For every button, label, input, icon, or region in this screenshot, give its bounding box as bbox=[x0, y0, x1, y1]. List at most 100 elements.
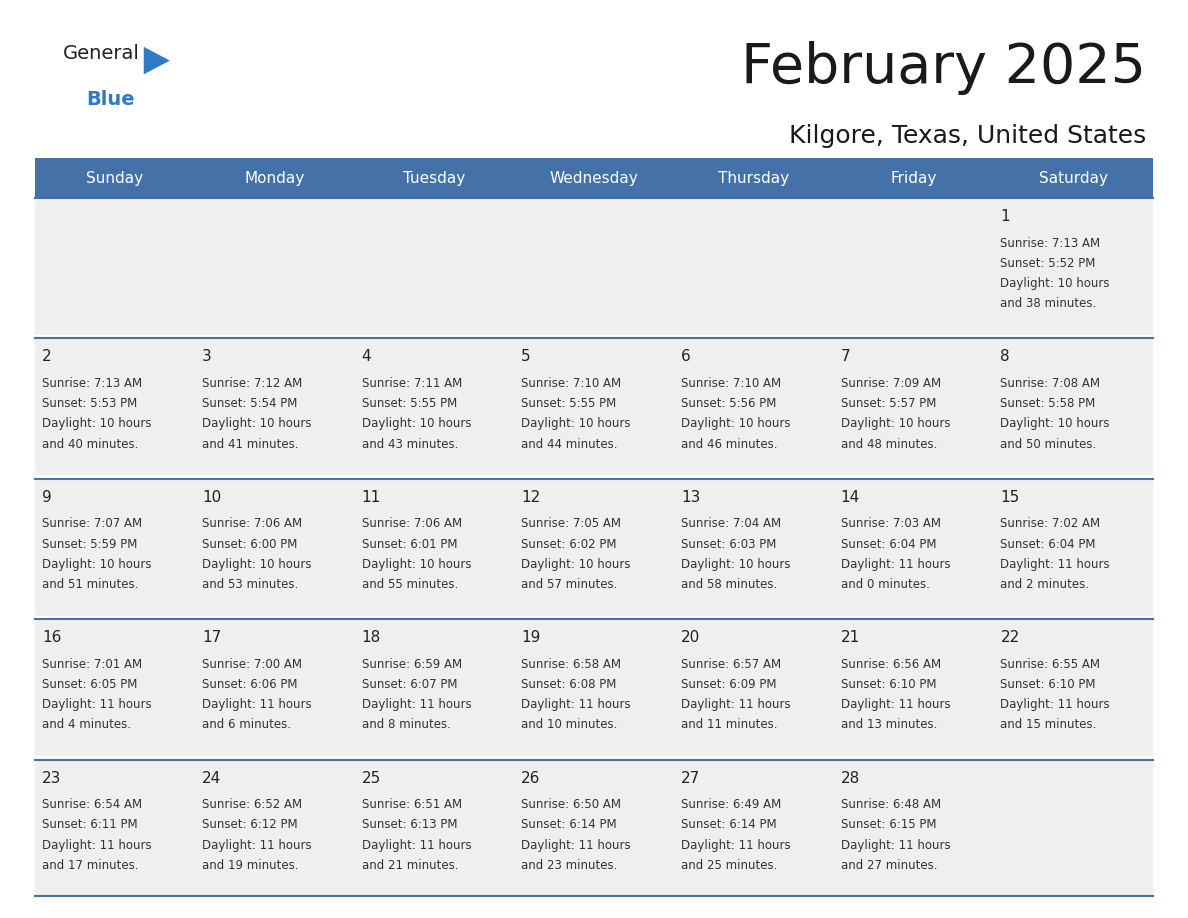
Text: and 44 minutes.: and 44 minutes. bbox=[522, 438, 618, 451]
Text: Sunset: 6:00 PM: Sunset: 6:00 PM bbox=[202, 538, 297, 551]
Text: 6: 6 bbox=[681, 350, 690, 364]
Text: 15: 15 bbox=[1000, 490, 1019, 505]
Text: Daylight: 10 hours: Daylight: 10 hours bbox=[841, 418, 950, 431]
Text: and 6 minutes.: and 6 minutes. bbox=[202, 719, 291, 732]
Text: Daylight: 11 hours: Daylight: 11 hours bbox=[361, 838, 472, 852]
Text: and 51 minutes.: and 51 minutes. bbox=[42, 578, 139, 591]
Text: Sunrise: 7:13 AM: Sunrise: 7:13 AM bbox=[42, 377, 143, 390]
Text: 5: 5 bbox=[522, 350, 531, 364]
Text: Sunrise: 6:52 AM: Sunrise: 6:52 AM bbox=[202, 798, 302, 812]
Text: Sunrise: 7:00 AM: Sunrise: 7:00 AM bbox=[202, 658, 302, 671]
Text: and 46 minutes.: and 46 minutes. bbox=[681, 438, 777, 451]
Text: and 0 minutes.: and 0 minutes. bbox=[841, 578, 929, 591]
Text: Sunrise: 6:58 AM: Sunrise: 6:58 AM bbox=[522, 658, 621, 671]
Text: 17: 17 bbox=[202, 631, 221, 645]
Text: Daylight: 11 hours: Daylight: 11 hours bbox=[681, 838, 790, 852]
Text: Sunset: 5:54 PM: Sunset: 5:54 PM bbox=[202, 397, 297, 410]
Text: Sunset: 6:09 PM: Sunset: 6:09 PM bbox=[681, 678, 777, 691]
Text: 7: 7 bbox=[841, 350, 851, 364]
Text: 25: 25 bbox=[361, 770, 381, 786]
Text: and 48 minutes.: and 48 minutes. bbox=[841, 438, 937, 451]
Text: Monday: Monday bbox=[245, 171, 304, 185]
Text: Daylight: 10 hours: Daylight: 10 hours bbox=[681, 418, 790, 431]
Text: and 4 minutes.: and 4 minutes. bbox=[42, 719, 131, 732]
Text: Sunrise: 7:06 AM: Sunrise: 7:06 AM bbox=[361, 518, 462, 531]
Text: and 21 minutes.: and 21 minutes. bbox=[361, 858, 459, 872]
Text: and 8 minutes.: and 8 minutes. bbox=[361, 719, 450, 732]
Text: 2: 2 bbox=[42, 350, 52, 364]
Text: Sunrise: 7:02 AM: Sunrise: 7:02 AM bbox=[1000, 518, 1100, 531]
Text: and 13 minutes.: and 13 minutes. bbox=[841, 719, 937, 732]
Text: Sunrise: 6:49 AM: Sunrise: 6:49 AM bbox=[681, 798, 782, 812]
Bar bbox=[34, 620, 1154, 756]
Text: 23: 23 bbox=[42, 770, 62, 786]
Text: Sunrise: 6:56 AM: Sunrise: 6:56 AM bbox=[841, 658, 941, 671]
Text: Daylight: 10 hours: Daylight: 10 hours bbox=[1000, 418, 1110, 431]
Text: 3: 3 bbox=[202, 350, 211, 364]
Text: Sunset: 5:56 PM: Sunset: 5:56 PM bbox=[681, 397, 777, 410]
Text: Sunset: 5:55 PM: Sunset: 5:55 PM bbox=[361, 397, 457, 410]
Text: Daylight: 10 hours: Daylight: 10 hours bbox=[42, 558, 152, 571]
Text: Sunset: 6:05 PM: Sunset: 6:05 PM bbox=[42, 678, 138, 691]
Text: Sunday: Sunday bbox=[87, 171, 144, 185]
Text: Daylight: 11 hours: Daylight: 11 hours bbox=[841, 838, 950, 852]
Text: Sunset: 6:07 PM: Sunset: 6:07 PM bbox=[361, 678, 457, 691]
Text: 9: 9 bbox=[42, 490, 52, 505]
Text: Daylight: 10 hours: Daylight: 10 hours bbox=[522, 558, 631, 571]
Text: Sunset: 6:14 PM: Sunset: 6:14 PM bbox=[522, 818, 617, 832]
Text: Sunrise: 7:04 AM: Sunrise: 7:04 AM bbox=[681, 518, 782, 531]
Text: Sunset: 6:01 PM: Sunset: 6:01 PM bbox=[361, 538, 457, 551]
Text: and 27 minutes.: and 27 minutes. bbox=[841, 858, 937, 872]
Text: 10: 10 bbox=[202, 490, 221, 505]
Text: Sunrise: 7:03 AM: Sunrise: 7:03 AM bbox=[841, 518, 941, 531]
Text: General: General bbox=[63, 44, 140, 63]
Text: Sunrise: 7:10 AM: Sunrise: 7:10 AM bbox=[681, 377, 782, 390]
Text: Sunset: 6:10 PM: Sunset: 6:10 PM bbox=[841, 678, 936, 691]
Text: and 55 minutes.: and 55 minutes. bbox=[361, 578, 457, 591]
Bar bbox=[34, 339, 1154, 476]
Text: and 57 minutes.: and 57 minutes. bbox=[522, 578, 618, 591]
Text: Sunset: 6:11 PM: Sunset: 6:11 PM bbox=[42, 818, 138, 832]
Polygon shape bbox=[144, 47, 170, 74]
Text: and 53 minutes.: and 53 minutes. bbox=[202, 578, 298, 591]
Text: Sunrise: 7:08 AM: Sunrise: 7:08 AM bbox=[1000, 377, 1100, 390]
Text: Sunrise: 7:01 AM: Sunrise: 7:01 AM bbox=[42, 658, 143, 671]
Text: 24: 24 bbox=[202, 770, 221, 786]
Text: Daylight: 11 hours: Daylight: 11 hours bbox=[522, 838, 631, 852]
Text: Daylight: 11 hours: Daylight: 11 hours bbox=[1000, 699, 1110, 711]
Text: Daylight: 11 hours: Daylight: 11 hours bbox=[202, 838, 311, 852]
Bar bbox=[34, 198, 1154, 335]
Text: Sunset: 6:15 PM: Sunset: 6:15 PM bbox=[841, 818, 936, 832]
Text: Sunrise: 7:13 AM: Sunrise: 7:13 AM bbox=[1000, 237, 1100, 250]
Text: Sunset: 6:06 PM: Sunset: 6:06 PM bbox=[202, 678, 297, 691]
Text: Daylight: 11 hours: Daylight: 11 hours bbox=[841, 558, 950, 571]
Text: Sunset: 6:04 PM: Sunset: 6:04 PM bbox=[841, 538, 936, 551]
Text: Sunrise: 6:48 AM: Sunrise: 6:48 AM bbox=[841, 798, 941, 812]
Text: 21: 21 bbox=[841, 631, 860, 645]
Text: Sunrise: 7:07 AM: Sunrise: 7:07 AM bbox=[42, 518, 143, 531]
Text: Sunrise: 7:09 AM: Sunrise: 7:09 AM bbox=[841, 377, 941, 390]
Text: 1: 1 bbox=[1000, 209, 1010, 224]
Text: and 38 minutes.: and 38 minutes. bbox=[1000, 297, 1097, 310]
Text: and 50 minutes.: and 50 minutes. bbox=[1000, 438, 1097, 451]
Text: Daylight: 11 hours: Daylight: 11 hours bbox=[1000, 558, 1110, 571]
Text: Daylight: 11 hours: Daylight: 11 hours bbox=[42, 699, 152, 711]
Text: Sunrise: 7:10 AM: Sunrise: 7:10 AM bbox=[522, 377, 621, 390]
Text: Sunset: 6:04 PM: Sunset: 6:04 PM bbox=[1000, 538, 1095, 551]
Text: Sunset: 5:52 PM: Sunset: 5:52 PM bbox=[1000, 257, 1095, 270]
Text: Sunset: 6:03 PM: Sunset: 6:03 PM bbox=[681, 538, 777, 551]
Text: and 23 minutes.: and 23 minutes. bbox=[522, 858, 618, 872]
Text: Sunset: 5:58 PM: Sunset: 5:58 PM bbox=[1000, 397, 1095, 410]
Text: 11: 11 bbox=[361, 490, 381, 505]
Text: 18: 18 bbox=[361, 631, 381, 645]
Text: Daylight: 10 hours: Daylight: 10 hours bbox=[42, 418, 152, 431]
Bar bbox=[34, 479, 1154, 616]
Text: Sunrise: 6:54 AM: Sunrise: 6:54 AM bbox=[42, 798, 143, 812]
Text: Sunrise: 7:06 AM: Sunrise: 7:06 AM bbox=[202, 518, 302, 531]
Text: 28: 28 bbox=[841, 770, 860, 786]
Text: Daylight: 10 hours: Daylight: 10 hours bbox=[361, 558, 472, 571]
Text: Daylight: 10 hours: Daylight: 10 hours bbox=[1000, 277, 1110, 290]
Bar bbox=[34, 158, 1154, 198]
Text: 20: 20 bbox=[681, 631, 700, 645]
Bar bbox=[34, 759, 1154, 896]
